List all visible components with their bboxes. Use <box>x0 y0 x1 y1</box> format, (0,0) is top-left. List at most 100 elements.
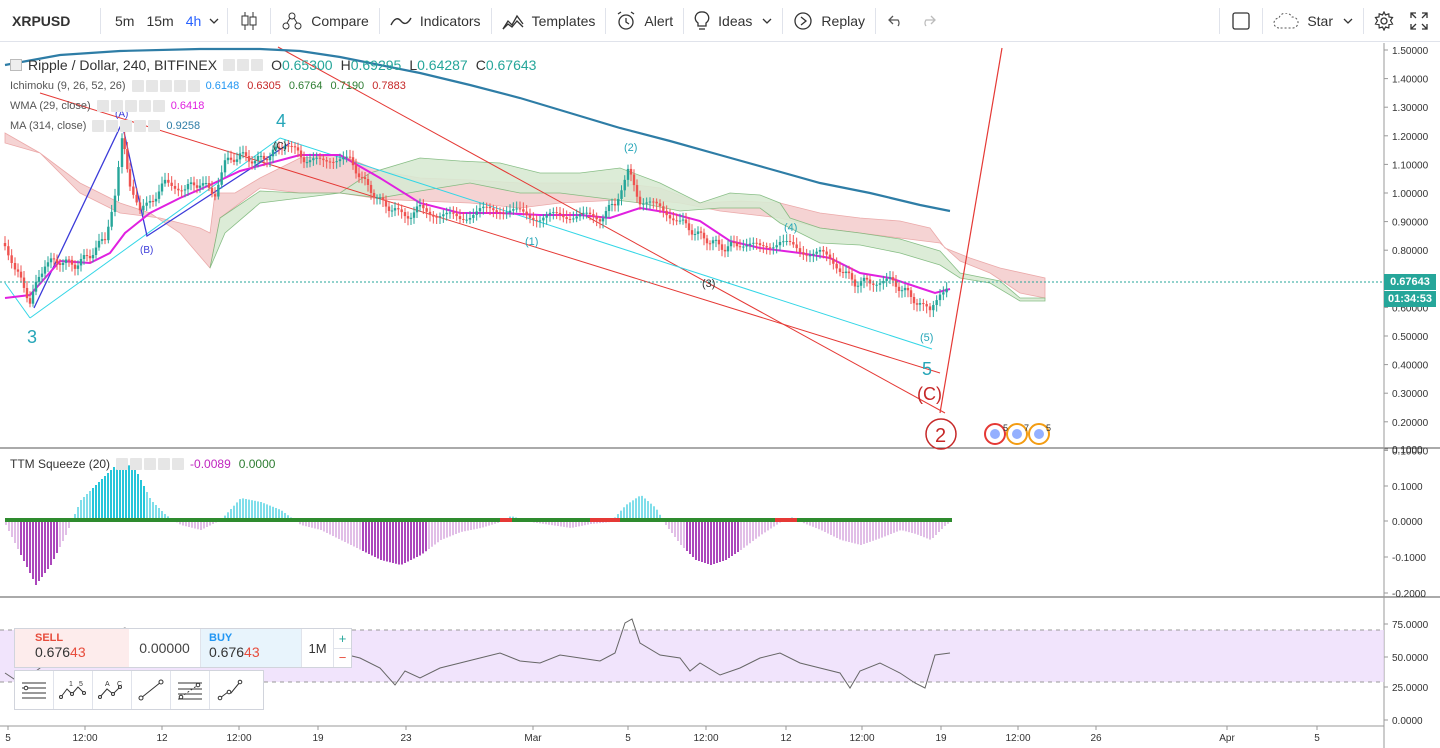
fib-retracement-tool[interactable] <box>171 671 210 709</box>
candle-body <box>268 156 272 161</box>
price-candles[interactable] <box>3 131 948 318</box>
candle-body <box>28 298 32 304</box>
wma-legend[interactable]: WMA (29, close) 0.6418 <box>10 100 204 112</box>
sell-button[interactable]: SELL 0.67643 <box>15 629 129 667</box>
buy-button[interactable]: BUY 0.67643 <box>201 629 301 667</box>
rsi-axis[interactable]: 75.0000 50.0000 25.0000 0.0000 <box>1384 620 1429 727</box>
candle-body <box>415 206 419 213</box>
candle-body <box>568 218 572 220</box>
candle-body <box>318 157 322 159</box>
alert-button[interactable]: Alert <box>606 0 683 42</box>
c-label: C <box>475 57 486 73</box>
candle-body <box>16 269 20 272</box>
price-axis[interactable]: 1.50000 1.40000 1.30000 1.20000 1.10000 1.000… <box>1384 46 1429 457</box>
wave-label-sub4[interactable]: (4) <box>784 222 797 234</box>
trendline-lower[interactable] <box>39 92 941 374</box>
interval-5m[interactable]: 5m <box>115 12 135 29</box>
wave-label-3[interactable]: 3 <box>27 327 37 347</box>
candle-body <box>604 211 608 219</box>
time-axis[interactable]: 5 12:00 12 12:00 19 23 Mar 5 12:00 12 12:00 19 12:00… <box>5 726 1320 744</box>
ttm-bar <box>20 520 22 555</box>
templates-button[interactable]: Templates <box>492 0 606 42</box>
legend-buttons[interactable] <box>96 100 167 112</box>
candle-body <box>160 183 164 192</box>
wave-label-sub2[interactable]: (2) <box>624 142 637 154</box>
decrease-size-button[interactable]: − <box>338 650 347 666</box>
indicators-button[interactable]: Indicators <box>380 0 491 42</box>
trendline-projection[interactable] <box>939 47 1003 414</box>
wave-label-a[interactable]: (A) <box>115 109 128 120</box>
buy-price-tail: 43 <box>244 644 260 660</box>
trendline-cyan-b[interactable] <box>29 137 281 319</box>
ttm-bar <box>311 520 313 528</box>
economic-events[interactable]: 5 7 5 <box>984 423 1051 445</box>
wave-label-sub1[interactable]: (1) <box>525 236 538 248</box>
ttm-bar <box>842 520 844 541</box>
interval-dropdown[interactable] <box>207 0 227 42</box>
candle-body <box>522 209 525 212</box>
wave-label-c-big[interactable]: (C) <box>917 384 942 404</box>
ichimoku-cloud-bear <box>4 132 1046 299</box>
wave-circle-2[interactable] <box>925 418 957 450</box>
divider <box>378 7 380 34</box>
candle-body <box>198 185 202 188</box>
symbol-search[interactable]: XRPUSD <box>12 12 71 29</box>
replay-button[interactable]: Replay <box>783 0 875 42</box>
chart-area[interactable]: 3 4 5 (A) (B) (C) (1) (2) (3) (4) (5) (C… <box>0 43 1440 748</box>
path-tool[interactable] <box>210 671 249 709</box>
ttm-bar <box>26 520 28 567</box>
candle-body <box>3 243 7 247</box>
ideas-button[interactable]: Ideas <box>684 0 782 42</box>
candle-body <box>265 159 269 161</box>
trendline-cyan-c[interactable] <box>279 137 933 350</box>
interval-4h[interactable]: 4h <box>185 12 202 29</box>
trendline-upper[interactable] <box>277 46 946 414</box>
abc-pattern[interactable] <box>33 121 291 309</box>
ttm-bar <box>824 520 826 532</box>
undo-button[interactable] <box>876 0 912 42</box>
chart-style-button[interactable] <box>228 0 270 42</box>
wave-label-sub3[interactable]: (3) <box>702 278 715 290</box>
wave-label-4[interactable]: 4 <box>276 111 286 131</box>
wave-label-b[interactable]: (B) <box>140 245 153 256</box>
settings-button[interactable] <box>1364 0 1404 42</box>
compare-button[interactable]: Compare <box>271 0 379 42</box>
ttm-bar <box>893 520 895 533</box>
legend-buttons[interactable] <box>92 120 162 132</box>
trendline-tool[interactable] <box>132 671 171 709</box>
wave-label-5[interactable]: 5 <box>922 359 932 379</box>
candle-body <box>173 185 177 189</box>
main-legend[interactable]: Ripple / Dollar, 240, BITFINEX O 0.65300… <box>10 57 536 73</box>
lines-icon <box>22 682 46 699</box>
candle-body <box>828 254 832 259</box>
interval-15m[interactable]: 15m <box>146 12 174 29</box>
fullscreen-button[interactable] <box>1404 0 1440 42</box>
order-size[interactable]: 1M <box>301 629 333 667</box>
candle-body <box>726 246 730 252</box>
wave-label-c[interactable]: (C) <box>273 141 287 152</box>
redo-button[interactable] <box>912 0 944 42</box>
candle-body <box>792 242 795 245</box>
wave-label-sub5[interactable]: (5) <box>920 332 933 344</box>
legend-buttons[interactable] <box>116 458 186 470</box>
ma-legend[interactable]: MA (314, close) 0.9258 <box>10 120 200 132</box>
legend-buttons[interactable] <box>223 59 265 71</box>
horizontal-lines-tool[interactable] <box>15 671 54 709</box>
wave-label-2[interactable]: 2 <box>935 425 946 447</box>
candle-body <box>283 145 287 150</box>
ttm-bar <box>926 520 928 539</box>
star-button[interactable]: Star <box>1263 0 1363 42</box>
alert-label: Alert <box>644 12 674 29</box>
layout-button[interactable] <box>1220 0 1262 42</box>
legend-buttons[interactable] <box>131 80 202 92</box>
compare-icon <box>282 12 302 29</box>
candle-body <box>620 190 623 199</box>
trendline-cyan-a[interactable] <box>4 282 31 319</box>
chevron-down-icon <box>1343 18 1353 24</box>
ttm-axis[interactable]: 0.1000 0.1000 0.0000 -0.1000 -0.2000 <box>1384 445 1426 600</box>
ttm-legend[interactable]: TTM Squeeze (20) -0.0089 0.0000 <box>10 457 275 471</box>
ichimoku-legend[interactable]: Ichimoku (9, 26, 52, 26) 0.6148 0.6305 0… <box>10 80 406 92</box>
increase-size-button[interactable]: + <box>334 629 351 649</box>
